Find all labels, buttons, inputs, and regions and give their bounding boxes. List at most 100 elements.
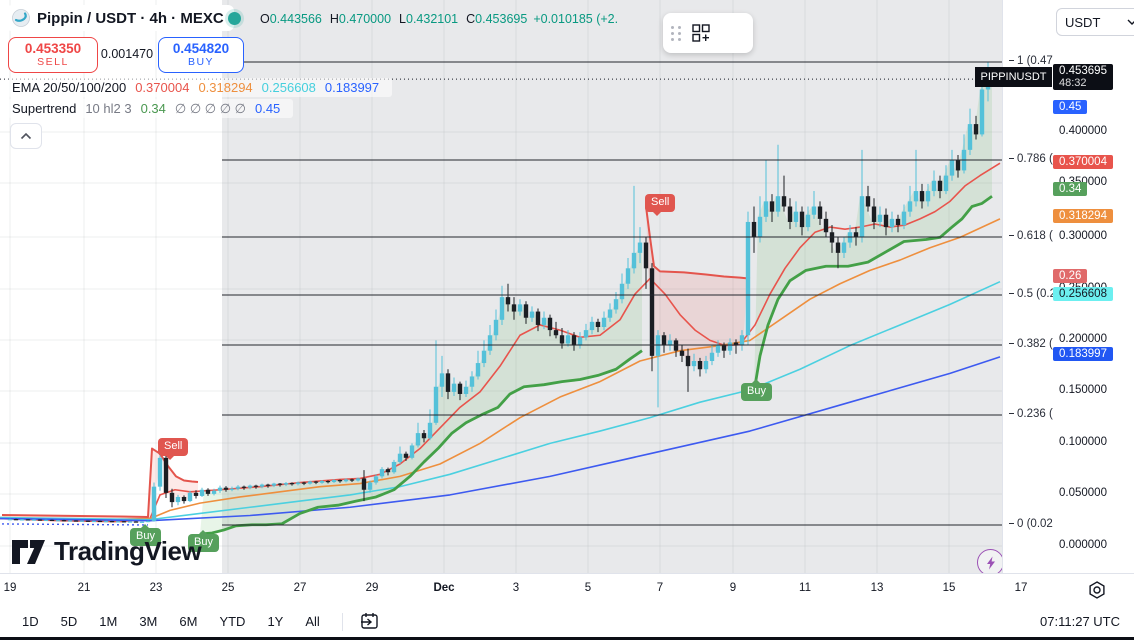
ohlc-key: C (466, 12, 476, 26)
ohlc-key: L (399, 12, 406, 26)
coin-logo-icon (12, 9, 30, 27)
buy-button[interactable]: 0.454820 BUY (158, 37, 244, 73)
price-axis-chip: 0.26 (1053, 269, 1088, 283)
symbol-label: PIPPINUSDT (980, 71, 1047, 83)
price-tick-label: 0.150000 (1059, 384, 1107, 396)
fib-level-label: 1 (0.47 (1009, 55, 1053, 67)
buy-signal-flag[interactable]: Buy (188, 530, 219, 552)
range-button-all[interactable]: All (305, 614, 320, 629)
time-tick-label: 3 (512, 582, 520, 594)
buy-signal-flag[interactable]: Buy (130, 524, 161, 546)
sell-signal-flag[interactable]: Sell (158, 438, 189, 460)
indicator-value: 0.45 (254, 101, 281, 116)
fib-level-label: 0.618 ( (1009, 230, 1053, 242)
spread-value: 0.001470 (100, 47, 154, 61)
ohlc-value: 0.443566 (269, 12, 322, 26)
time-tick-label: 23 (149, 582, 163, 594)
fib-level-label: 0.236 ( (1009, 408, 1053, 420)
time-tick-label: 11 (799, 582, 811, 594)
price-tick-label: 0.300000 (1059, 230, 1107, 242)
buy-label: BUY (187, 56, 215, 68)
time-tick-label: 7 (656, 582, 664, 594)
price-axis-chip: 0.370004 (1053, 155, 1113, 169)
fib-level-label: 0.382 ( (1009, 338, 1053, 350)
price-axis-chip: 0.453695 48:32 (1053, 64, 1113, 90)
time-tick-label: 15 (942, 582, 956, 594)
toolbar-divider (341, 612, 343, 631)
ema-legend-row[interactable]: EMA 20/50/100/200 0.370004 0.318294 0.25660… (8, 78, 393, 97)
price-axis-chip: 0.256608 (1053, 287, 1113, 301)
ohlc-value: 0.453695 (475, 12, 528, 26)
price-tick-label: 0.050000 (1059, 487, 1107, 499)
time-tick-label: 17 (1014, 582, 1028, 594)
indicator-value: Supertrend (12, 101, 77, 116)
ohlc-readout: O0.443566 H0.470000 L0.432101 C0.453695 +0.0… (252, 12, 656, 26)
price-tick-label: 0.400000 (1059, 125, 1107, 137)
fib-level-label: 0.5 (0.2 (1009, 288, 1056, 300)
instant-trading-lightning-button[interactable] (977, 549, 1004, 576)
tradingview-logo-icon (12, 539, 45, 564)
drag-handle-icon[interactable] (671, 25, 682, 41)
tradingview-logo[interactable]: TradingView (12, 536, 202, 567)
ohlc-value: 0.432101 (406, 12, 459, 26)
price-tick-label: 0.200000 (1059, 333, 1107, 345)
sell-signal-flag[interactable]: Sell (645, 194, 676, 216)
session-clock[interactable]: 07:11:27 UTC (1040, 614, 1120, 629)
market-status-dot (228, 12, 241, 25)
indicator-value: EMA 20/50/100/200 (12, 80, 127, 95)
range-button-1d[interactable]: 1D (22, 614, 39, 629)
time-tick-label: 21 (77, 582, 91, 594)
window-bottom-strip (0, 637, 1134, 640)
price-axis[interactable]: 0.4000000.3500000.3000000.2500000.200000… (1002, 0, 1134, 573)
price-change: +0.010185 (+2. (533, 12, 619, 26)
symbol-title-button[interactable]: Pippin / USDT · 4h · MEXC (6, 5, 234, 31)
supertrend-legend-row[interactable]: Supertrend 10 hl2 3 0.34 ∅ ∅ ∅ ∅ ∅ 0.45 (8, 99, 294, 118)
price-axis-chip: 0.183997 (1053, 347, 1113, 361)
range-button-1m[interactable]: 1M (99, 614, 118, 629)
time-tick-label: 27 (293, 582, 307, 594)
tradingview-logo-text: TradingView (54, 536, 202, 566)
price-axis-chip: 0.318294 (1053, 209, 1113, 223)
indicator-value: 0.34 (140, 101, 166, 116)
sell-price: 0.453350 (24, 41, 82, 56)
time-tick-label: 29 (365, 582, 379, 594)
indicator-value: 0.183997 (324, 80, 380, 95)
indicator-value: 10 hl2 3 (85, 101, 132, 116)
collapse-legend-button[interactable] (10, 123, 42, 149)
ohlc-value: 0.470000 (338, 12, 392, 26)
time-tick-label: 13 (870, 582, 884, 594)
range-button-ytd[interactable]: YTD (219, 614, 246, 629)
time-tick-label: Dec (433, 582, 455, 594)
range-button-6m[interactable]: 6M (179, 614, 198, 629)
indicator-value: 0.256608 (261, 80, 316, 95)
currency-value: USDT (1065, 14, 1101, 30)
range-buttons: 1D 5D 1M 3M 6M YTD 1Y All (22, 612, 342, 631)
range-button-1y[interactable]: 1Y (267, 614, 284, 629)
floating-toolbar (663, 13, 753, 53)
currency-selector[interactable]: USDT (1056, 8, 1134, 36)
price-axis-chip: 0.34 (1053, 182, 1088, 196)
fib-level-label: 0 (0.02 (1009, 518, 1053, 530)
indicator-value: 0.318294 (198, 80, 253, 95)
time-tick-label: 9 (729, 582, 737, 594)
range-button-5d[interactable]: 5D (60, 614, 78, 629)
time-axis[interactable]: 19 21 23 25 27 29 Dec 3 5 7 9 11 13 15 17 (0, 573, 1134, 607)
range-button-3m[interactable]: 3M (139, 614, 158, 629)
time-tick-label: 25 (221, 582, 235, 594)
axis-settings-gear-icon[interactable] (1086, 579, 1108, 601)
multi-layout-add-icon[interactable] (691, 23, 711, 43)
sell-button[interactable]: 0.453350 SELL (8, 37, 98, 73)
price-tick-label: 0.100000 (1059, 436, 1107, 448)
ohlc-key: O (260, 12, 270, 26)
buy-signal-flag[interactable]: Buy (741, 379, 772, 401)
lightning-bolt-icon (986, 556, 995, 569)
time-tick-label: 19 (3, 582, 17, 594)
go-to-date-icon[interactable] (359, 611, 380, 632)
time-tick-label: 5 (584, 582, 592, 594)
fib-level-label: 0.786 ( (1009, 153, 1053, 165)
symbol-price-tag: PIPPINUSDT (975, 67, 1052, 87)
chevron-down-icon (1127, 19, 1134, 25)
price-tick-label: 0.000000 (1059, 539, 1107, 551)
symbol-title: Pippin / USDT · 4h · MEXC (37, 9, 224, 27)
